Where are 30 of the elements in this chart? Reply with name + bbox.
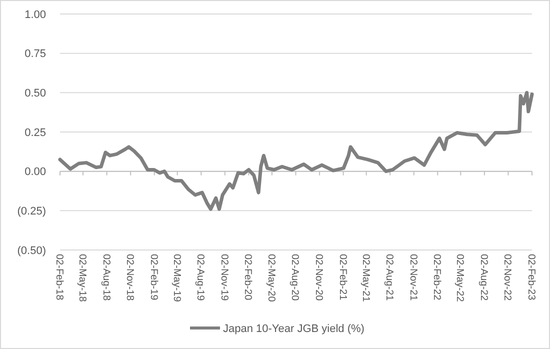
x-tick-label: 02-Nov-20 (313, 254, 324, 302)
x-tick-label: 02-May-22 (454, 254, 466, 302)
y-tick-label: 0.00 (24, 166, 46, 178)
x-tick-label: 02-Nov-19 (218, 254, 230, 302)
line-series (58, 90, 534, 211)
x-tick-label: 02-Nov-21 (407, 254, 418, 302)
x-tick-label: 02-Nov-18 (124, 254, 136, 302)
y-tick-label: 1.00 (24, 8, 46, 21)
x-tick-label: 02-Feb-21 (336, 254, 348, 301)
x-tick-label: 02-Aug-18 (100, 254, 112, 302)
y-tick-label: (0.25) (17, 206, 46, 218)
y-tick-label: 0.75 (24, 48, 46, 60)
x-tick-label: 02-May-20 (265, 254, 276, 302)
x-tick-label: 02-Aug-22 (478, 254, 489, 302)
y-tick-label: 0.25 (24, 126, 46, 139)
x-tick-label: 02-Feb-22 (431, 254, 442, 301)
x-tick-label: 02-May-19 (170, 254, 182, 302)
x-tick-label: 02-Feb-19 (148, 254, 159, 301)
x-tick-label: 02-Feb-20 (242, 254, 254, 301)
legend-label: Japan 10-Year JGB yield (%) (223, 322, 364, 335)
y-tick-label: (0.50) (17, 244, 46, 257)
x-tick-label: 02-Feb-18 (54, 254, 64, 301)
x-tick-label: 02-Aug-19 (194, 254, 206, 302)
x-tick-label: 02-Aug-20 (289, 254, 300, 302)
x-tick-label: 02-Nov-22 (502, 254, 513, 302)
x-tick-label: 02-May-18 (76, 254, 88, 302)
x-tick-label: 02-May-21 (360, 254, 371, 302)
x-tick-label: 02-Feb-23 (526, 254, 536, 301)
x-tick-label: 02-Aug-21 (384, 254, 395, 302)
y-tick-label: 0.50 (24, 88, 46, 100)
